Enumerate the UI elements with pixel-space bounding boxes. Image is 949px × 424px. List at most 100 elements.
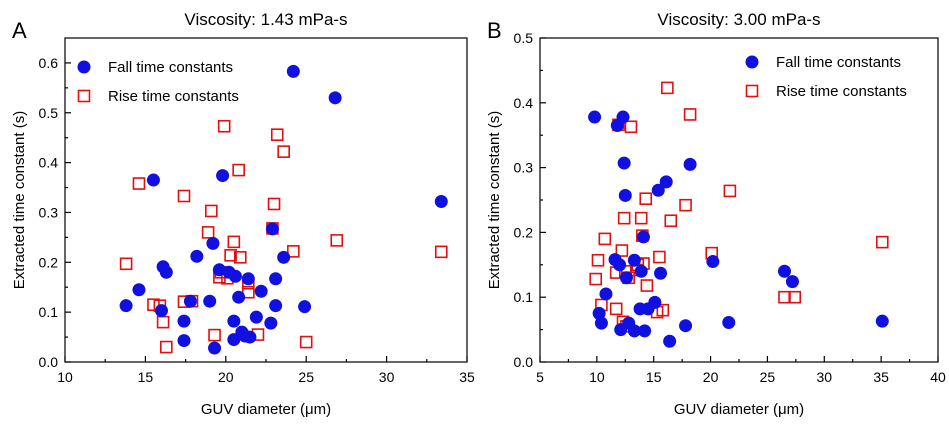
fall-point-b: [588, 110, 602, 124]
chart-title-b: Viscosity: 3.00 mPa-s: [657, 10, 820, 29]
rise-point-b: [639, 192, 653, 206]
rise-point-a: [330, 234, 344, 247]
fall-point-b: [636, 230, 650, 244]
x-tick-label-b: 15: [646, 369, 662, 385]
y-tick-label-a: 0.4: [39, 155, 59, 171]
fall-point-a: [183, 294, 197, 308]
x-tick-label-b: 40: [930, 369, 946, 385]
rise-point-b: [679, 198, 692, 212]
fall-point-b: [616, 110, 630, 124]
legend-rise-label-b: Rise time constants: [776, 83, 907, 100]
rise-point-b: [624, 120, 638, 134]
rise-point-a: [160, 340, 173, 354]
fall-point-a: [159, 265, 173, 279]
rise-point-a: [267, 197, 281, 211]
rise-point-b: [598, 232, 612, 246]
rise-point-b: [617, 211, 631, 225]
rise-point-a: [224, 249, 237, 262]
fall-point-a: [277, 250, 291, 264]
fall-point-b: [638, 324, 652, 338]
rise-point-b: [653, 250, 666, 264]
fall-point-a: [328, 91, 342, 105]
x-axis-label-b: GUV diameter (μm): [674, 401, 804, 418]
y-axis-label-b: Extracted time constant (s): [486, 111, 503, 289]
rise-point-b: [778, 290, 791, 304]
rise-point-a: [277, 145, 290, 158]
fall-point-a: [249, 310, 263, 324]
fall-point-b: [613, 258, 627, 272]
legend-fall-marker-b: [745, 55, 759, 69]
fall-point-a: [264, 316, 278, 330]
fall-point-a: [269, 272, 283, 286]
rise-point-b: [634, 211, 648, 225]
fall-point-a: [243, 330, 257, 344]
legend-rise-marker-a: [77, 89, 91, 103]
rise-point-a: [119, 257, 133, 271]
x-tick-label-b: 30: [816, 369, 832, 385]
fall-point-b: [875, 314, 889, 328]
legend-fall-marker-a: [77, 60, 91, 74]
chart-title-a: Viscosity: 1.43 mPa-s: [184, 10, 347, 29]
y-tick-label-a: 0.0: [39, 354, 59, 370]
x-tick-label-a: 20: [218, 369, 234, 385]
fall-point-b: [599, 287, 613, 301]
fall-point-a: [177, 314, 191, 328]
panel-a: A Viscosity: 1.43 mPa-s 10 15 20 25 30 35 0.0 0.1…: [11, 10, 475, 418]
legend-fall-label-a: Fall time constants: [108, 59, 233, 76]
x-tick-label-a: 25: [298, 369, 314, 385]
fall-point-a: [177, 334, 191, 348]
y-tick-label-b: 0.1: [514, 289, 534, 305]
rise-point-b: [683, 108, 697, 121]
fall-point-b: [706, 255, 720, 269]
fall-point-b: [659, 175, 673, 189]
rise-point-a: [227, 235, 241, 249]
fall-point-b: [627, 324, 641, 338]
rise-point-a: [177, 189, 191, 203]
x-axis-label-a: GUV diameter (μm): [201, 401, 331, 418]
x-tick-label-a: 10: [57, 369, 73, 385]
fall-point-a: [208, 341, 222, 355]
fall-point-b: [654, 266, 668, 280]
panel-label-b: B: [487, 18, 502, 43]
rise-point-b: [661, 81, 674, 95]
fall-point-a: [298, 300, 312, 314]
y-tick-label-b: 0.4: [514, 95, 534, 111]
y-tick-label-b: 0.3: [514, 160, 534, 176]
rise-point-a: [201, 226, 215, 239]
x-tick-label-b: 20: [703, 369, 719, 385]
fall-point-b: [683, 157, 697, 171]
x-tick-label-b: 10: [589, 369, 605, 385]
y-tick-label-a: 0.5: [39, 105, 59, 121]
rise-point-a: [156, 315, 170, 329]
fall-point-b: [651, 183, 665, 197]
rise-point-b: [656, 303, 670, 317]
legend-rise-label-a: Rise time constants: [108, 88, 239, 105]
y-tick-label-a: 0.2: [39, 254, 59, 270]
fall-point-b: [634, 264, 648, 278]
y-tick-label-a: 0.3: [39, 204, 59, 220]
x-tick-label-b: 25: [760, 369, 776, 385]
fall-point-a: [265, 222, 279, 236]
rise-point-a: [299, 335, 313, 349]
rise-point-a: [232, 163, 245, 177]
rise-point-a: [205, 204, 218, 218]
fall-point-b: [627, 253, 641, 267]
fall-point-a: [216, 169, 230, 183]
fall-point-a: [203, 294, 217, 308]
rise-point-b: [723, 184, 737, 198]
rise-point-a: [270, 128, 284, 142]
x-tick-label-b: 5: [536, 369, 544, 385]
fall-point-b: [722, 315, 736, 329]
y-tick-label-b: 0.0: [514, 354, 534, 370]
rise-point-b: [589, 272, 603, 286]
fall-point-b: [594, 316, 608, 330]
y-tick-label-b: 0.2: [514, 224, 534, 240]
rise-point-a: [208, 328, 221, 342]
fall-point-a: [119, 299, 133, 313]
x-tick-label-b: 35: [873, 369, 889, 385]
rise-point-b: [609, 302, 623, 316]
rise-point-b: [615, 244, 629, 257]
fall-point-a: [154, 304, 168, 318]
rise-point-b: [788, 290, 802, 304]
